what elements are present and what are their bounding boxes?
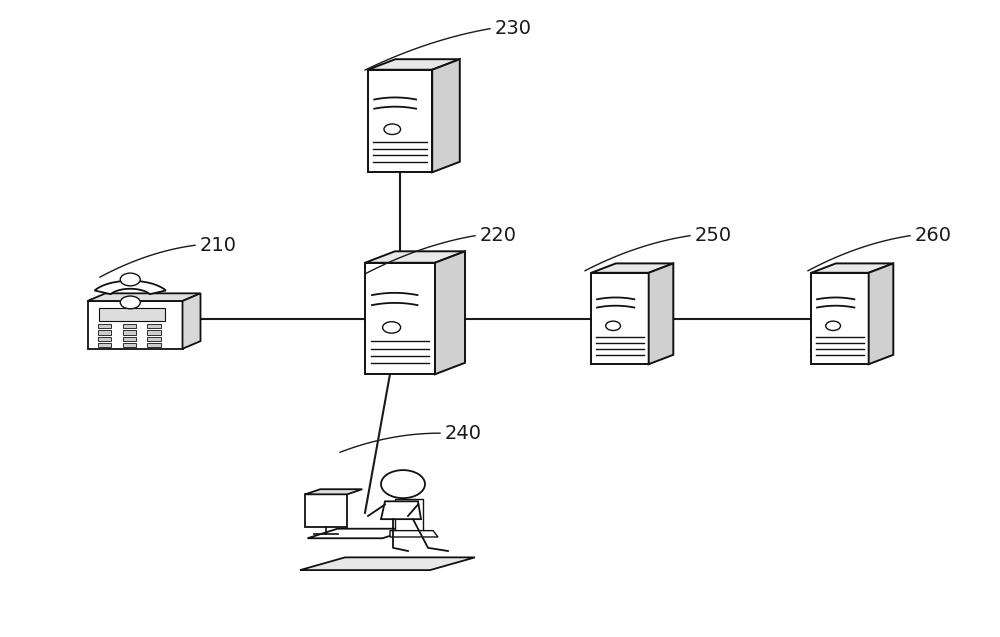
Polygon shape: [300, 557, 475, 570]
Circle shape: [120, 296, 140, 309]
Bar: [147, 324, 161, 329]
Bar: [123, 324, 136, 329]
Polygon shape: [182, 293, 200, 349]
Polygon shape: [435, 252, 465, 374]
Bar: [123, 336, 136, 341]
Circle shape: [383, 322, 401, 333]
Text: 240: 240: [445, 424, 482, 443]
Polygon shape: [432, 59, 460, 172]
Circle shape: [120, 273, 140, 286]
Polygon shape: [390, 531, 438, 537]
Polygon shape: [869, 263, 893, 364]
Polygon shape: [381, 501, 421, 519]
Bar: [147, 343, 161, 347]
Bar: [98, 343, 111, 347]
Polygon shape: [305, 489, 362, 494]
Bar: [98, 331, 111, 334]
Polygon shape: [811, 263, 893, 273]
Polygon shape: [308, 529, 413, 538]
Bar: [147, 331, 161, 334]
Text: 250: 250: [695, 226, 732, 245]
Bar: [99, 308, 165, 321]
Bar: [98, 336, 111, 341]
Circle shape: [384, 124, 401, 134]
Text: 220: 220: [480, 226, 517, 245]
Polygon shape: [95, 281, 166, 294]
Circle shape: [606, 321, 620, 331]
Polygon shape: [365, 252, 465, 263]
Polygon shape: [591, 273, 649, 364]
Polygon shape: [368, 59, 460, 69]
Polygon shape: [368, 69, 432, 172]
Circle shape: [381, 470, 425, 498]
Text: 260: 260: [915, 226, 952, 245]
Polygon shape: [365, 263, 435, 374]
Bar: [98, 324, 111, 329]
Bar: [123, 331, 136, 334]
Bar: [395, 499, 423, 531]
Text: 210: 210: [200, 236, 237, 255]
Circle shape: [826, 321, 840, 331]
Text: 230: 230: [495, 19, 532, 38]
Polygon shape: [649, 263, 673, 364]
Bar: [123, 343, 136, 347]
Polygon shape: [88, 293, 200, 301]
Polygon shape: [811, 273, 869, 364]
Bar: [147, 336, 161, 341]
Polygon shape: [88, 301, 182, 349]
Polygon shape: [305, 494, 347, 527]
Polygon shape: [591, 263, 673, 273]
